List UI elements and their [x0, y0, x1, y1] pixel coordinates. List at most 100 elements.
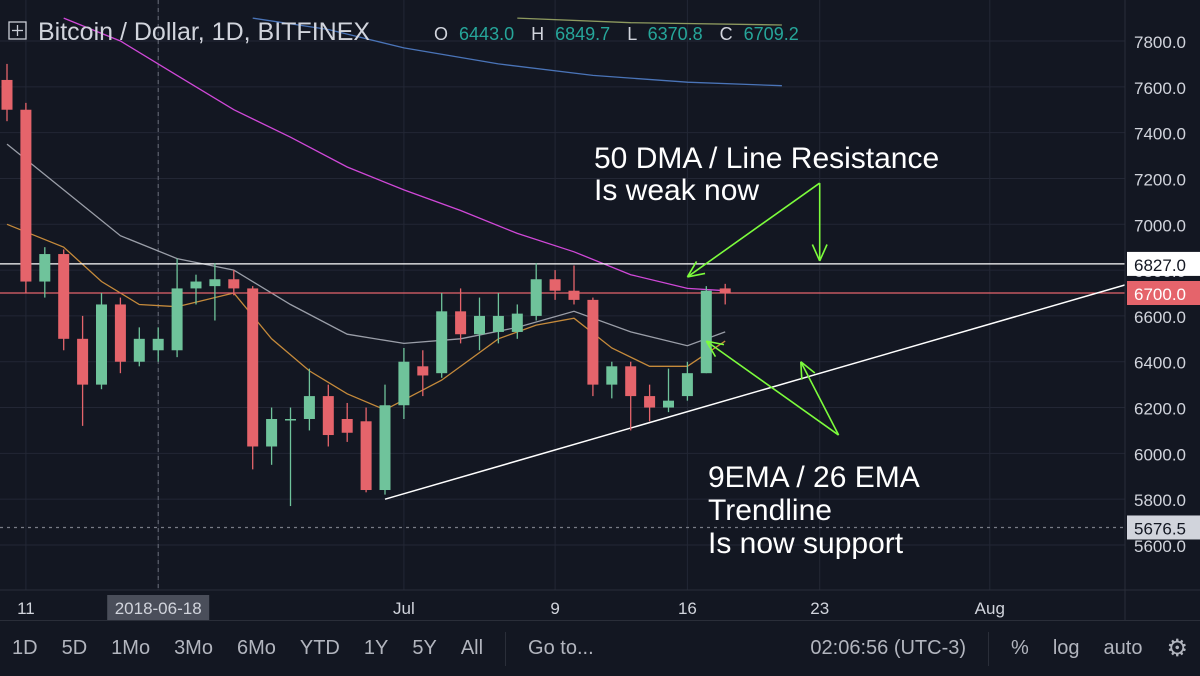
price-axis-label: 7400.0 — [1134, 125, 1186, 144]
candle — [341, 402, 353, 442]
candle-body — [77, 338, 89, 385]
candle — [58, 249, 70, 351]
settings-gear-icon[interactable]: ⚙ — [1166, 635, 1188, 662]
price-tag-last-price-bg — [1127, 281, 1200, 305]
candle — [266, 407, 278, 465]
candle-body — [606, 366, 618, 385]
price-axis: 7800.07600.07400.07200.07000.06800.06600… — [1134, 33, 1186, 556]
candle — [39, 247, 51, 298]
goto-button[interactable]: Go to... — [528, 637, 594, 659]
candle-body — [492, 315, 504, 332]
annotation-arrow — [800, 361, 840, 436]
candle-body — [700, 290, 712, 374]
price-axis-label: 7800.0 — [1134, 33, 1186, 52]
range-all[interactable]: All — [460, 637, 484, 659]
price-tag-low-line-bg — [1127, 515, 1200, 540]
candle — [171, 258, 183, 358]
collapse-legend-icon[interactable] — [8, 21, 27, 40]
candle — [247, 286, 259, 470]
candle-body — [530, 279, 542, 316]
range-1mo[interactable]: 1Mo — [111, 637, 151, 659]
price-axis-label: 6000.0 — [1134, 445, 1186, 464]
candle-body — [474, 315, 485, 335]
candle-body — [360, 421, 372, 491]
range-1d[interactable]: 1D — [12, 637, 38, 659]
candle-body — [417, 366, 429, 376]
annotation-arrow-shaft — [705, 340, 840, 436]
candle-body — [644, 396, 656, 408]
annotation-support[interactable]: 9EMA / 26 EMA Trendline Is now support — [708, 461, 920, 560]
candle-body — [20, 109, 32, 282]
candle — [133, 327, 145, 367]
candle-body — [96, 304, 107, 385]
candle — [20, 102, 32, 293]
time-axis-label: 23 — [810, 599, 829, 618]
candle — [398, 347, 410, 419]
candle-body — [625, 366, 637, 397]
time-axis-label: Jul — [393, 599, 415, 618]
range-3mo[interactable]: 3Mo — [174, 637, 213, 659]
percent-toggle[interactable]: % — [1011, 637, 1029, 659]
time-axis-label: Aug — [975, 599, 1005, 618]
price-chart[interactable]: 7800.07600.07400.07200.07000.06800.06600… — [0, 0, 1200, 620]
candle — [285, 407, 296, 507]
candle — [322, 384, 334, 447]
moving-average-line — [63, 17, 726, 292]
candle-body — [719, 288, 731, 293]
price-axis-label: 6200.0 — [1134, 400, 1186, 419]
range-5d[interactable]: 5D — [61, 637, 88, 659]
annotation-support-line3: Is now support — [708, 527, 904, 560]
candle-body — [549, 279, 561, 291]
price-axis-label: 6600.0 — [1134, 308, 1186, 327]
candle — [549, 270, 561, 300]
annotation-arrow-shaft — [800, 361, 840, 436]
candle-body — [303, 396, 315, 419]
annotation-arrow — [811, 183, 828, 262]
range-6mo[interactable]: 6Mo — [236, 637, 276, 659]
candle-body — [568, 290, 580, 300]
candle — [96, 293, 107, 390]
candle-body — [436, 311, 448, 374]
annotation-resistance[interactable]: 50 DMA / Line Resistance Is weak now — [594, 142, 939, 207]
candle-body — [341, 419, 353, 433]
moving-average-line — [252, 17, 782, 87]
price-axis-label: 7000.0 — [1134, 216, 1186, 235]
time-axis-label: 2018-06-18 — [115, 599, 202, 618]
annotation-arrow-head — [811, 244, 821, 262]
annotation-support-line1: 9EMA / 26 EMA — [708, 461, 920, 494]
range-5y[interactable]: 5Y — [412, 637, 437, 659]
log-toggle[interactable]: log — [1052, 637, 1080, 659]
candle-body — [663, 400, 674, 408]
trendline — [384, 263, 1198, 500]
price-axis-label: 6400.0 — [1134, 354, 1186, 373]
candle — [474, 297, 485, 351]
candle-body — [1, 79, 13, 110]
drawn-lines — [0, 263, 1198, 529]
candle-body — [58, 254, 70, 339]
candle — [303, 368, 315, 431]
range-ytd[interactable]: YTD — [299, 637, 340, 659]
candle-body — [133, 338, 145, 362]
time-axis[interactable]: 11 2018-06-18 Jul 9 16 23 Aug — [0, 589, 1200, 620]
candles — [1, 63, 731, 507]
candle-body — [152, 338, 164, 351]
candle — [587, 297, 599, 397]
candle-body — [114, 304, 126, 362]
price-tag-last-price: 6700.0 — [1134, 285, 1186, 304]
price-axis-label: 5800.0 — [1134, 491, 1186, 510]
auto-toggle[interactable]: auto — [1103, 637, 1143, 659]
candle — [455, 288, 467, 344]
annotation-arrow — [686, 182, 821, 278]
price-tags: 6827.0 6700.0 5676.5 — [1127, 251, 1200, 540]
candle — [700, 286, 712, 374]
low-label: L — [627, 24, 637, 44]
range-1y[interactable]: 1Y — [363, 637, 389, 659]
price-tag-horizontal-line: 6827.0 — [1134, 256, 1186, 275]
clock-timezone[interactable]: 02:06:56 (UTC-3) — [810, 637, 967, 659]
candle — [209, 263, 221, 321]
candle — [644, 384, 656, 422]
grid — [0, 0, 1125, 590]
moving-average-line — [517, 17, 782, 26]
candle-body — [398, 361, 410, 406]
high-label: H — [531, 24, 544, 44]
